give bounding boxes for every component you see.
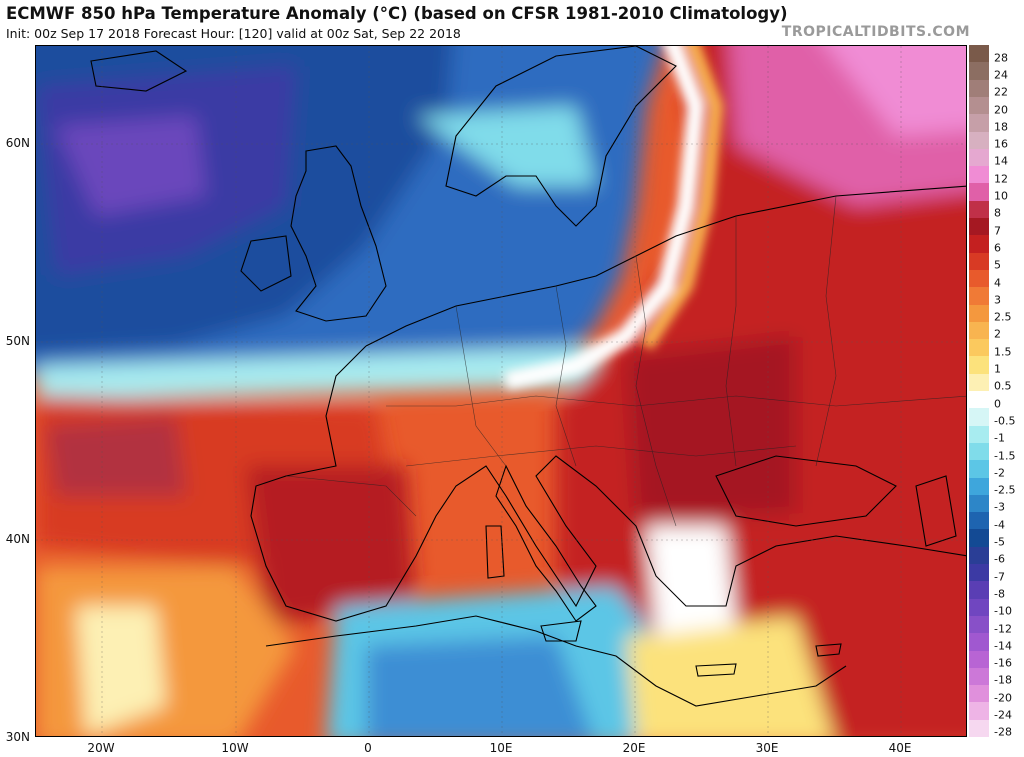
colorbar-cell	[969, 581, 989, 600]
colorbar-cell	[969, 477, 989, 496]
lon-label-0: 0	[364, 741, 372, 755]
colorbar-label: 0	[994, 397, 1001, 411]
colorbar-label: 2.5	[994, 310, 1012, 324]
colorbar-cell	[969, 304, 989, 323]
lat-label-50n: 50N	[5, 334, 30, 348]
colorbar-cell	[969, 685, 989, 703]
colorbar-cell	[969, 460, 989, 478]
lat-label-60n: 60N	[5, 136, 30, 150]
colorbar-label: -8	[994, 587, 1005, 601]
brand-watermark: TROPICALTIDBITS.COM	[781, 24, 970, 40]
colorbar-label: -6	[994, 552, 1005, 566]
colorbar-cell	[969, 45, 989, 63]
colorbar-label: -20	[994, 691, 1012, 705]
colorbar-label: -14	[994, 639, 1012, 653]
colorbar-label: -12	[994, 622, 1012, 636]
colorbar-cell	[969, 79, 989, 98]
colorbar-label: -3	[994, 500, 1005, 514]
colorbar-label: -2	[994, 466, 1005, 480]
colorbar-cell	[969, 719, 989, 738]
colorbar-label: 1.5	[994, 345, 1012, 359]
colorbar-cell	[969, 356, 989, 375]
colorbar-label: 24	[994, 68, 1008, 82]
colorbar-label: 18	[994, 120, 1008, 134]
map-title: ECMWF 850 hPa Temperature Anomaly (°C) (…	[6, 4, 788, 23]
colorbar-cell	[969, 546, 989, 565]
colorbar-cell	[969, 494, 989, 513]
colorbar	[969, 45, 989, 738]
colorbar-cell	[969, 321, 989, 340]
colorbar-label: 7	[994, 224, 1001, 238]
map-subtitle: Init: 00z Sep 17 2018 Forecast Hour: [12…	[6, 26, 461, 41]
colorbar-cell	[969, 252, 989, 271]
colorbar-label: 8	[994, 206, 1001, 220]
colorbar-label: 28	[994, 51, 1008, 65]
colorbar-label: -1	[994, 431, 1005, 445]
colorbar-cell	[969, 114, 989, 132]
colorbar-label: 3	[994, 293, 1001, 307]
colorbar-cell	[969, 183, 989, 202]
colorbar-cell	[969, 200, 989, 219]
colorbar-cell	[969, 702, 989, 721]
lat-label-30n: 30N	[5, 730, 30, 744]
lon-label-20w: 20W	[87, 741, 115, 755]
colorbar-cell	[969, 391, 989, 409]
lon-label-30e: 30E	[755, 741, 779, 755]
colorbar-label: 14	[994, 154, 1008, 168]
colorbar-label: -4	[994, 518, 1005, 532]
colorbar-label: 12	[994, 172, 1008, 186]
colorbar-label: -7	[994, 570, 1005, 584]
colorbar-cell	[969, 287, 989, 305]
colorbar-label: 22	[994, 85, 1008, 99]
colorbar-cell	[969, 96, 989, 115]
colorbar-cell	[969, 598, 989, 617]
colorbar-label: -28	[994, 725, 1012, 739]
colorbar-cell	[969, 373, 989, 392]
colorbar-label: -18	[994, 673, 1012, 687]
colorbar-label: -0.5	[994, 414, 1016, 428]
colorbar-cell	[969, 667, 989, 686]
colorbar-cell	[969, 633, 989, 651]
colorbar-cell	[969, 235, 989, 254]
colorbar-label: 0.5	[994, 379, 1012, 393]
colorbar-label: 5	[994, 258, 1001, 272]
colorbar-cell	[969, 62, 989, 81]
lon-label-10w: 10W	[221, 741, 249, 755]
colorbar-cell	[969, 615, 989, 634]
colorbar-cell	[969, 166, 989, 184]
colorbar-cell	[969, 650, 989, 669]
colorbar-label: 10	[994, 189, 1008, 203]
lon-label-10e: 10E	[489, 741, 513, 755]
colorbar-cell	[969, 408, 989, 427]
colorbar-cell	[969, 442, 989, 461]
colorbar-label: 6	[994, 241, 1001, 255]
colorbar-label: 2	[994, 327, 1001, 341]
colorbar-label: 4	[994, 276, 1001, 290]
colorbar-label: 16	[994, 137, 1008, 151]
colorbar-label: -2.5	[994, 483, 1016, 497]
colorbar-cell	[969, 564, 989, 582]
colorbar-cell	[969, 269, 989, 288]
colorbar-cell	[969, 529, 989, 548]
colorbar-label: 1	[994, 362, 1001, 376]
colorbar-label: -24	[994, 708, 1012, 722]
colorbar-cell	[969, 339, 989, 357]
colorbar-label: -5	[994, 535, 1005, 549]
colorbar-label: 20	[994, 103, 1008, 117]
colorbar-cell	[969, 512, 989, 530]
lon-label-40e: 40E	[888, 741, 912, 755]
colorbar-cell	[969, 148, 989, 167]
colorbar-label: -1.5	[994, 449, 1016, 463]
colorbar-label: -16	[994, 656, 1012, 670]
colorbar-cell	[969, 131, 989, 150]
colorbar-cell	[969, 218, 989, 236]
lat-label-40n: 40N	[5, 532, 30, 546]
lon-label-20e: 20E	[622, 741, 646, 755]
anomaly-map	[35, 45, 967, 737]
colorbar-cell	[969, 425, 989, 444]
colorbar-label: -10	[994, 604, 1012, 618]
